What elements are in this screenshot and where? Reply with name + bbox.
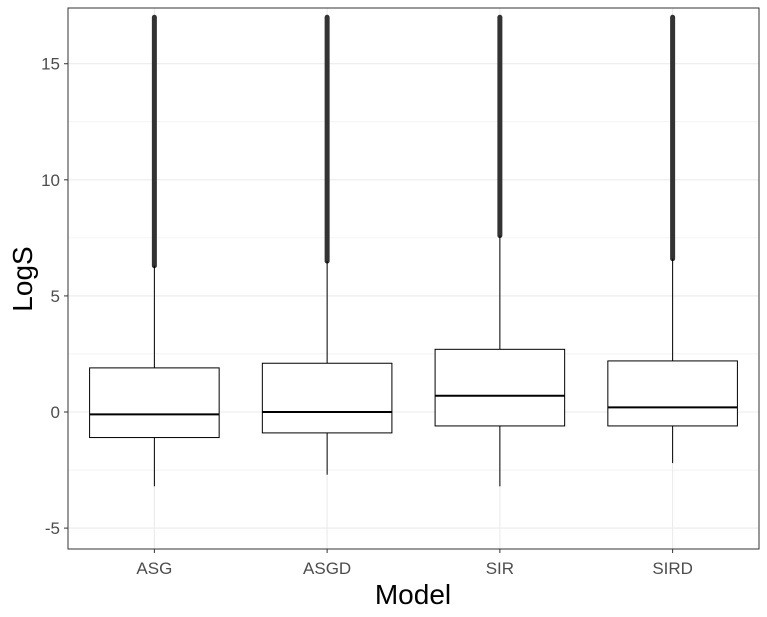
grid-layer [68, 8, 759, 549]
x-tick-label: SIR [486, 559, 514, 578]
box-asgd [261, 14, 393, 475]
x-tick-label: SIRD [652, 559, 693, 578]
x-axis-title: Model [375, 579, 451, 610]
y-tick-label: 5 [51, 287, 60, 306]
box-sird [607, 14, 738, 464]
box-sir [434, 14, 566, 487]
panel-border [67, 7, 760, 550]
y-tick-label: 10 [41, 171, 60, 190]
axis-layer: -5 0 5 10 15 ASG ASGD SIR SIRD [41, 55, 693, 578]
y-tick-label: 15 [41, 55, 60, 74]
box-iqr [434, 348, 566, 427]
y-tick-label: 0 [51, 403, 60, 422]
box-iqr [607, 360, 738, 427]
box-iqr [261, 362, 393, 434]
box-iqr [89, 367, 220, 439]
boxes-layer [89, 14, 738, 487]
x-tick-label: ASGD [303, 559, 351, 578]
box-asg [89, 14, 220, 487]
x-tick-label: ASG [136, 559, 172, 578]
y-tick-label: -5 [45, 519, 60, 538]
y-axis-title: LogS [7, 246, 38, 311]
